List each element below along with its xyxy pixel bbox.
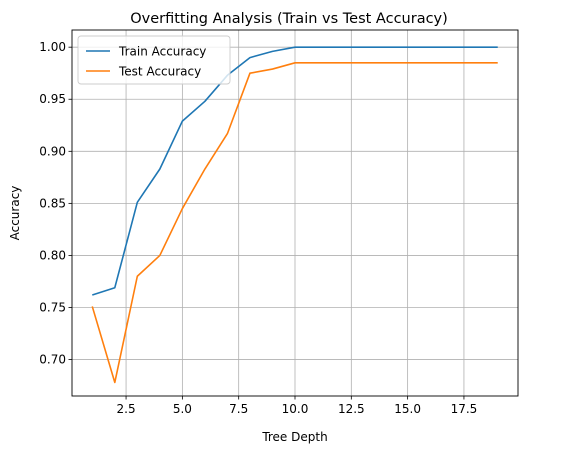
legend-label: Train Accuracy — [118, 45, 206, 59]
y-tick-label: 0.85 — [39, 196, 66, 210]
x-tick-label: 12.5 — [338, 402, 365, 416]
series-line-train — [92, 46, 498, 296]
x-axis-ticks: 2.5 5.0 7.5 10.0 12.5 15.0 17.5 — [117, 396, 478, 416]
legend: Train Accuracy Test Accuracy — [77, 35, 231, 85]
x-tick-label: 17.5 — [451, 402, 478, 416]
legend-label: Test Accuracy — [118, 65, 201, 79]
x-tick-label: 5.0 — [173, 402, 192, 416]
y-tick-label: 0.75 — [39, 300, 66, 314]
y-tick-label: 1.00 — [39, 40, 66, 54]
y-axis-ticks: 0.70 0.75 0.80 0.85 0.90 0.95 1.00 — [39, 40, 72, 367]
x-tick-label: 15.0 — [394, 402, 421, 416]
x-axis-label: Tree Depth — [261, 430, 327, 444]
x-tick-label: 7.5 — [229, 402, 248, 416]
y-tick-label: 0.95 — [39, 92, 66, 106]
y-tick-label: 0.90 — [39, 144, 66, 158]
legend-box — [77, 35, 231, 85]
series-lines — [91, 46, 498, 384]
chart-title: Overfitting Analysis (Train vs Test Accu… — [130, 11, 448, 27]
y-tick-label: 0.70 — [39, 353, 66, 367]
x-tick-label: 2.5 — [117, 402, 136, 416]
y-tick-label: 0.80 — [39, 248, 66, 262]
series-line-test — [91, 61, 498, 384]
x-tick-label: 10.0 — [282, 402, 309, 416]
y-axis-label: Accuracy — [8, 186, 22, 241]
grid — [72, 30, 518, 396]
